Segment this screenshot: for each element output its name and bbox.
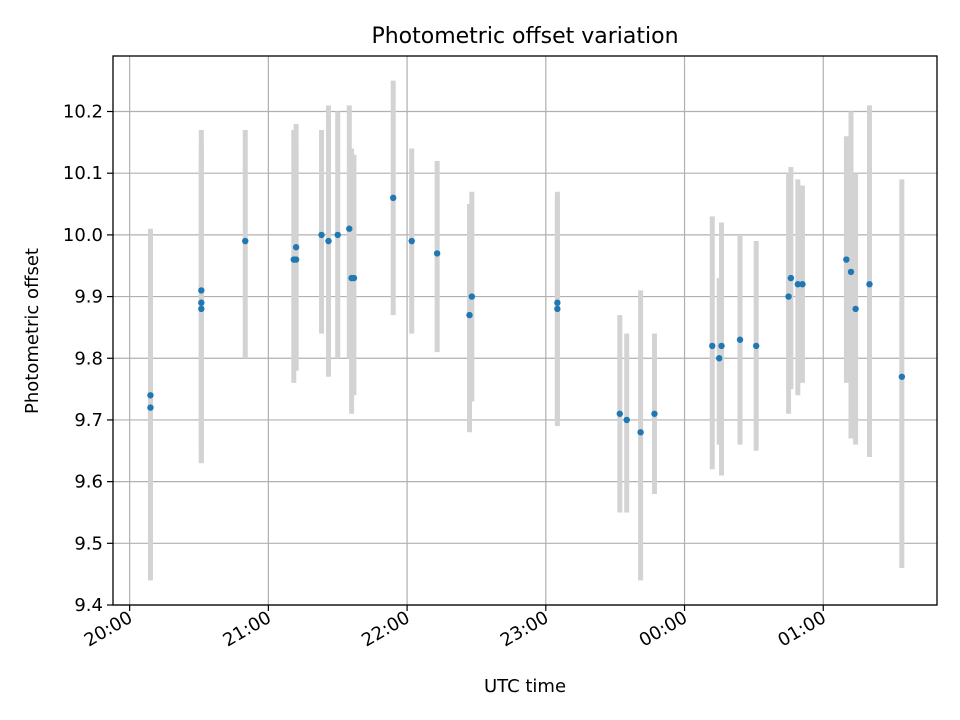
- grid-lines: [113, 56, 937, 606]
- data-point: [346, 225, 353, 232]
- y-tick-label: 9.7: [74, 410, 103, 431]
- data-point: [623, 416, 630, 424]
- y-tick-label: 9.4: [74, 595, 103, 616]
- data-point: [554, 305, 561, 313]
- data-point: [242, 237, 249, 245]
- data-point: [334, 231, 341, 239]
- data-point: [325, 237, 332, 245]
- data-point: [716, 355, 723, 362]
- data-point: [785, 293, 792, 300]
- y-tick-label: 10.2: [63, 102, 103, 123]
- data-point: [852, 305, 859, 313]
- data-point: [198, 287, 205, 294]
- data-point: [718, 342, 725, 350]
- data-point: [408, 237, 415, 245]
- y-tick-label: 9.5: [74, 533, 103, 554]
- chart-title: Photometric offset variation: [371, 24, 678, 49]
- data-point: [866, 281, 873, 288]
- y-tick-label: 9.8: [74, 348, 103, 369]
- data-point: [433, 250, 441, 257]
- data-point: [794, 281, 802, 288]
- y-tick-label: 10.0: [63, 225, 103, 246]
- data-point: [292, 256, 300, 263]
- data-point: [292, 244, 300, 251]
- data-points: [147, 194, 906, 436]
- data-point: [898, 373, 906, 380]
- data-point: [390, 194, 397, 202]
- data-point: [466, 311, 473, 319]
- data-point: [198, 299, 205, 306]
- y-tick-label: 9.9: [74, 287, 103, 308]
- data-point: [147, 392, 154, 399]
- data-point: [709, 342, 716, 350]
- data-point: [736, 336, 744, 343]
- data-point: [147, 404, 154, 411]
- data-point: [198, 305, 205, 313]
- x-axis-label: UTC time: [484, 676, 566, 697]
- data-point: [318, 231, 325, 239]
- data-point: [554, 299, 561, 306]
- data-point: [843, 256, 850, 263]
- data-point: [468, 293, 476, 300]
- data-point: [787, 274, 795, 282]
- y-tick-label: 10.1: [63, 163, 103, 184]
- data-point: [799, 281, 806, 288]
- data-point: [847, 268, 855, 276]
- data-point: [616, 410, 623, 417]
- data-point: [651, 410, 658, 417]
- y-tick-label: 9.6: [74, 472, 103, 493]
- y-axis-label: Photometric offset: [22, 248, 43, 414]
- plot-frame: [112, 55, 938, 606]
- data-point: [753, 342, 760, 350]
- data-point: [350, 274, 358, 282]
- data-point: [637, 429, 644, 436]
